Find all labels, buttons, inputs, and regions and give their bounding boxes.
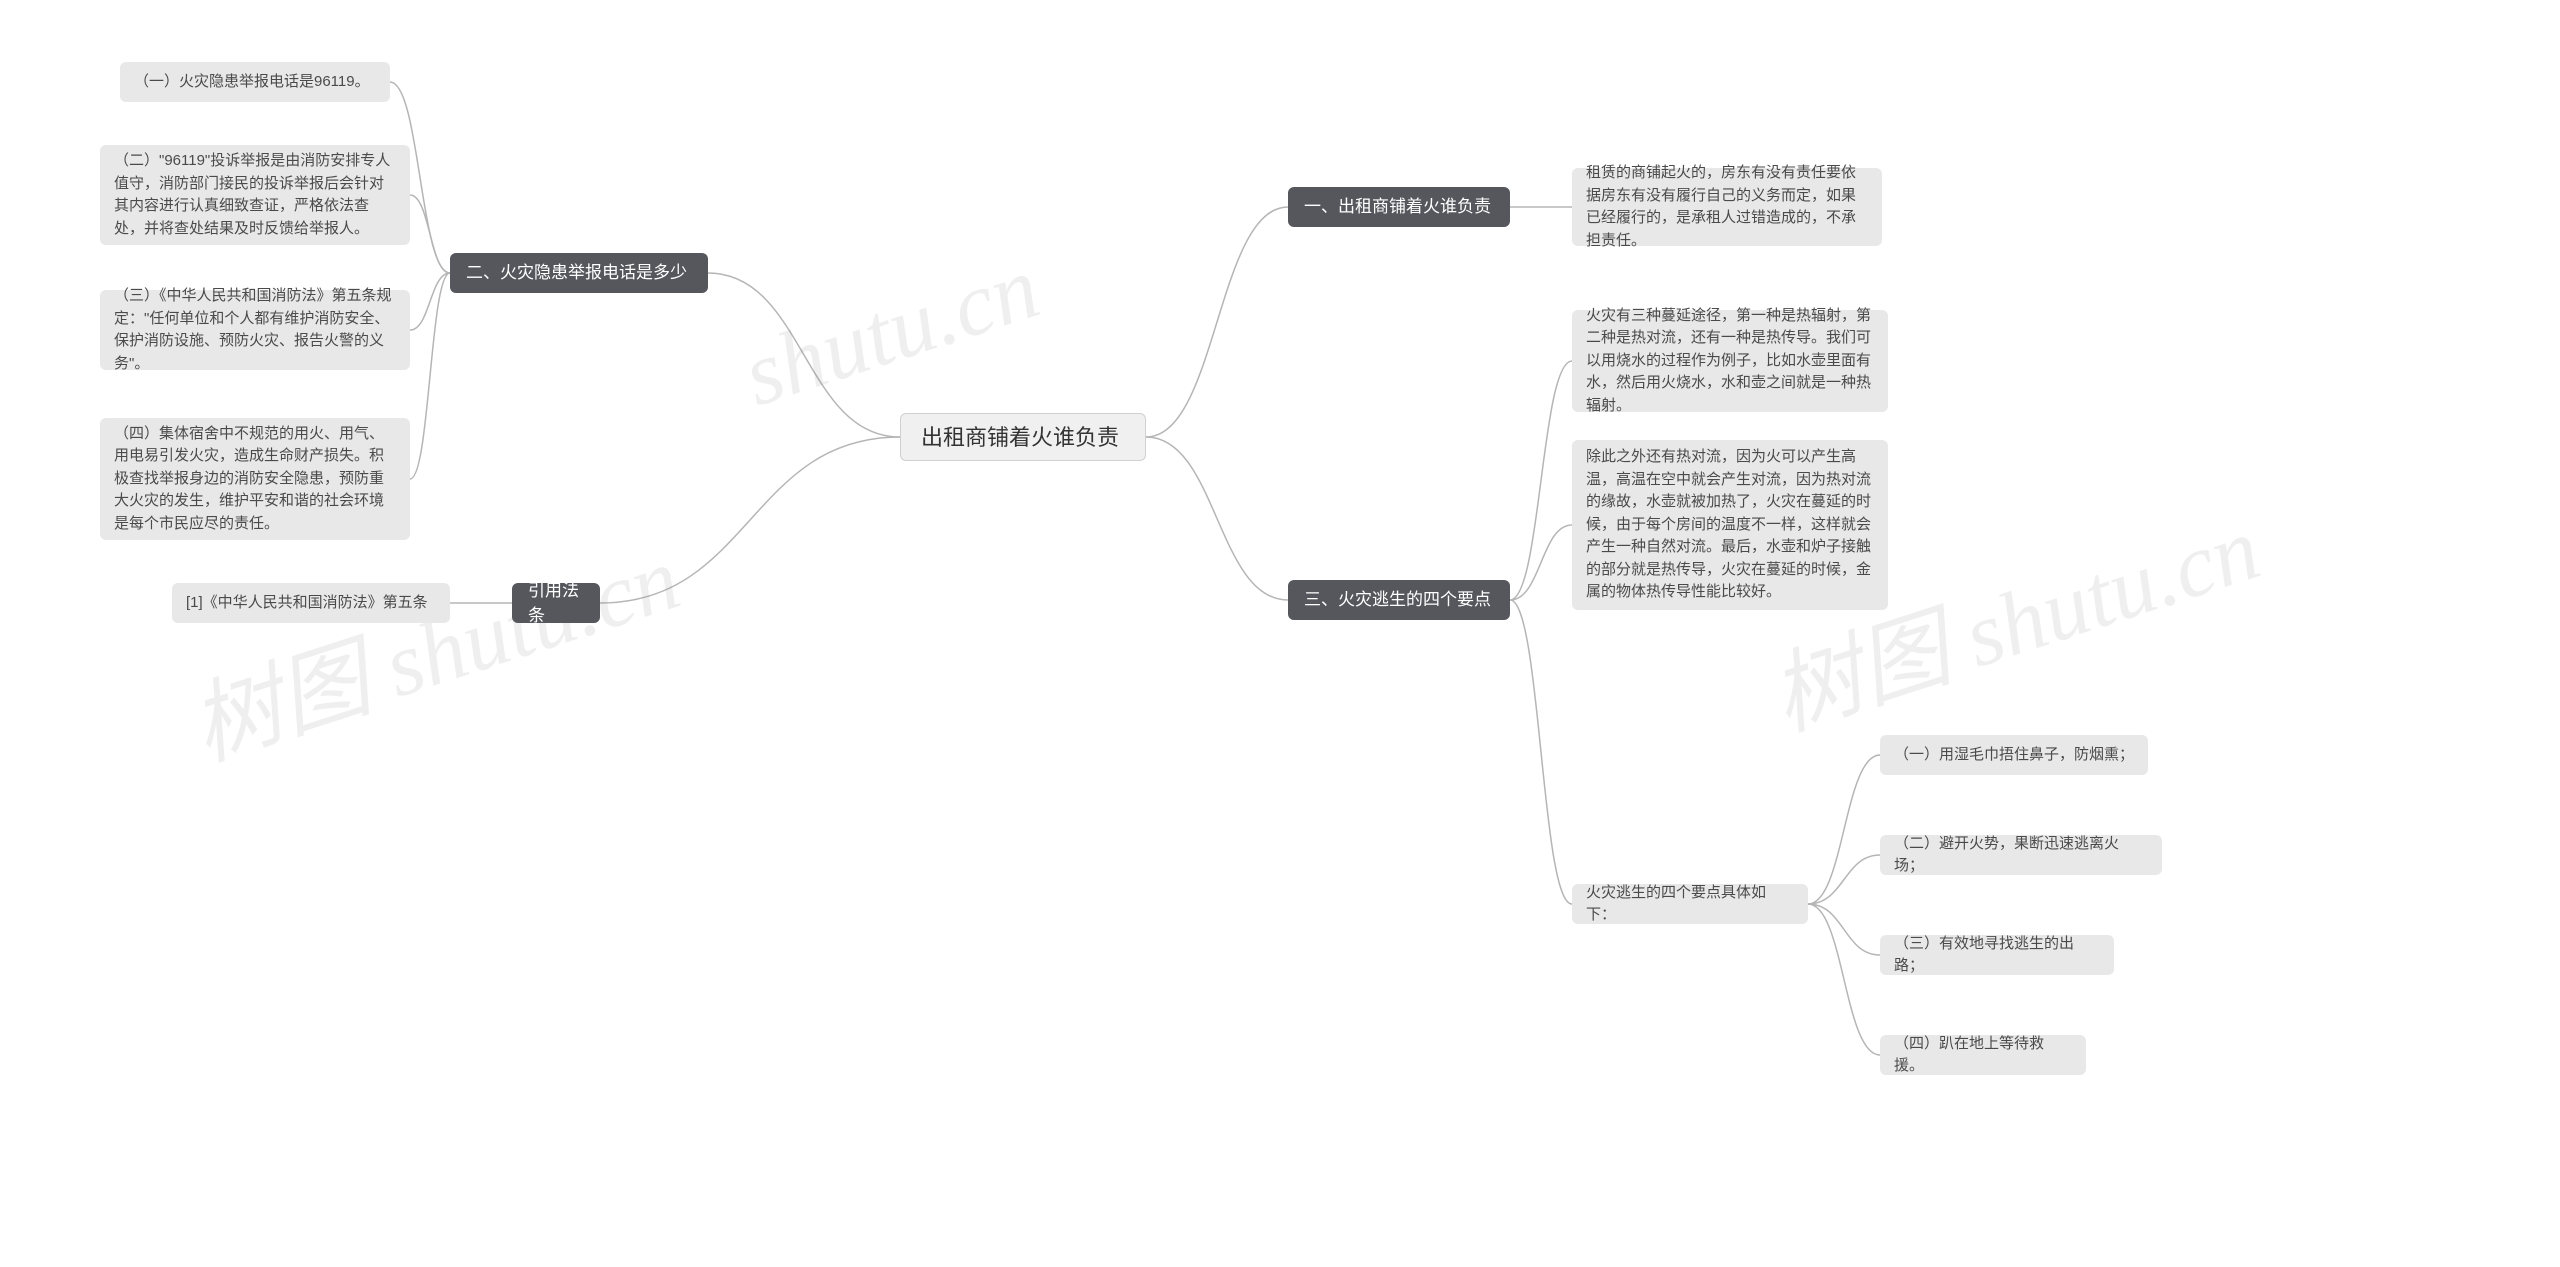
leaf-node: （二）避开火势，果断迅速逃离火场；: [1880, 835, 2162, 875]
leaf-node: （一）火灾隐患举报电话是96119。: [120, 62, 390, 102]
branch-node-r3: 三、火灾逃生的四个要点: [1288, 580, 1510, 620]
branch-node-r1: 一、出租商铺着火谁负责: [1288, 187, 1510, 227]
leaf-node: [1]《中华人民共和国消防法》第五条: [172, 583, 450, 623]
root-node: 出租商铺着火谁负责: [900, 413, 1146, 461]
branch-node-l2: 二、火灾隐患举报电话是多少: [450, 253, 708, 293]
leaf-node: 火灾逃生的四个要点具体如下：: [1572, 884, 1808, 924]
watermark: 树图 shutu.cn: [172, 505, 692, 785]
leaf-node: 租赁的商铺起火的，房东有没有责任要依据房东有没有履行自己的义务而定，如果已经履行…: [1572, 168, 1882, 246]
leaf-node: （一）用湿毛巾捂住鼻子，防烟熏；: [1880, 735, 2148, 775]
leaf-node: （三）有效地寻找逃生的出路；: [1880, 935, 2114, 975]
branch-node-l4: 引用法条: [512, 583, 600, 623]
leaf-node: （三）《中华人民共和国消防法》第五条规定："任何单位和个人都有维护消防安全、保护…: [100, 290, 410, 370]
leaf-node: （二）"96119"投诉举报是由消防安排专人值守，消防部门接民的投诉举报后会针对…: [100, 145, 410, 245]
leaf-node: （四）趴在地上等待救援。: [1880, 1035, 2086, 1075]
leaf-node: 除此之外还有热对流，因为火可以产生高温，高温在空中就会产生对流，因为热对流的缘故…: [1572, 440, 1888, 610]
leaf-node: （四）集体宿舍中不规范的用火、用气、用电易引发火灾，造成生命财产损失。积极查找举…: [100, 418, 410, 540]
watermark: shutu.cn: [731, 236, 1051, 427]
leaf-node: 火灾有三种蔓延途径，第一种是热辐射，第二种是热对流，还有一种是热传导。我们可以用…: [1572, 310, 1888, 412]
